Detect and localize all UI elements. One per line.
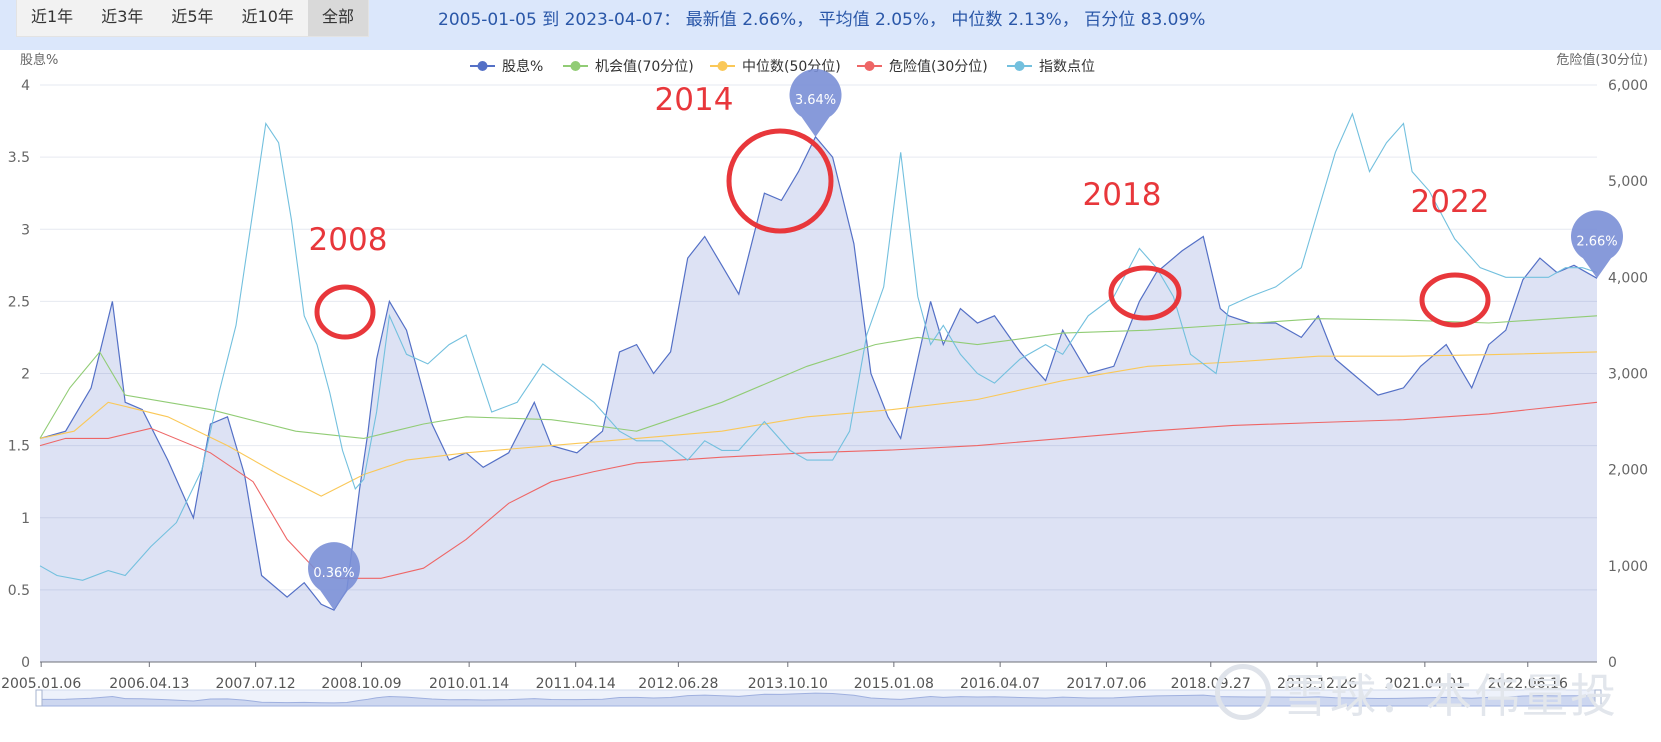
x-tick-label: 2019.12.26 <box>1277 676 1357 692</box>
y-tick-left: 2 <box>21 367 30 383</box>
y-tick-left: 3.5 <box>8 150 30 166</box>
x-tick-label: 2011.04.14 <box>536 676 616 692</box>
series-line <box>39 401 1598 579</box>
pin-label: 0.36% <box>313 566 354 581</box>
range-tabs: 近1年 近3年 近5年 近10年 全部 <box>16 0 369 37</box>
y-tick-right: 0 <box>1608 655 1617 671</box>
annotation-circle <box>726 128 834 234</box>
tab-1y[interactable]: 近1年 <box>31 7 74 26</box>
x-tick-label: 2013.10.10 <box>748 676 828 692</box>
x-tick-label: 2007.07.12 <box>216 676 296 692</box>
y-tick-left: 2.5 <box>8 294 30 310</box>
legend-label: 危险值(30分位) <box>889 59 988 75</box>
annotation-circle <box>314 284 376 340</box>
x-tick-label: 2022.06.16 <box>1488 676 1568 692</box>
annotation-year: 2008 <box>309 222 388 258</box>
y-tick-right: 4,000 <box>1608 270 1648 286</box>
value-pin: 0.36% <box>308 542 361 611</box>
annotation-year: 2022 <box>1411 184 1490 220</box>
y-tick-left: 0.5 <box>8 583 30 599</box>
tab-5y[interactable]: 近5年 <box>171 7 214 26</box>
legend-dot <box>864 61 875 71</box>
legend-dot <box>1014 61 1025 71</box>
y-tick-right: 5,000 <box>1608 174 1648 190</box>
top-toolbar: 近1年 近3年 近5年 近10年 全部 2005-01-05 到 2023-04… <box>0 0 1661 50</box>
annotation-year: 2014 <box>655 82 734 118</box>
y-tick-right: 1,000 <box>1608 559 1648 575</box>
series-area <box>40 136 1597 662</box>
pin-label: 2.66% <box>1576 234 1617 249</box>
x-tick-label: 2016.04.07 <box>960 676 1040 692</box>
annotations: 2008 2014 2018 2022 <box>309 82 1491 340</box>
value-pin: 2.66% <box>1571 210 1623 279</box>
x-tick-label: 2012.06.28 <box>638 676 718 692</box>
legend-dot <box>477 61 488 71</box>
zoom-handle-left <box>35 689 43 707</box>
x-tick-label: 2005.01.06 <box>1 676 81 692</box>
series-line <box>39 112 1598 581</box>
y-tick-right: 6,000 <box>1608 78 1648 94</box>
dividend-chart: 股息% 危险值(30分位) 0 0.5 1 1.5 2 2.5 3 3.5 4 0 1,000 2,0… <box>1 52 1648 707</box>
annotation-year: 2018 <box>1083 177 1162 213</box>
annotation-circle <box>1419 272 1491 328</box>
summary-stats: 2005-01-05 到 2023-04-07： 最新值 2.66%， 平均值 … <box>438 10 1206 30</box>
series-line <box>39 135 1598 611</box>
watermark-logo <box>1215 664 1271 720</box>
legend-label: 机会值(70分位) <box>595 59 694 75</box>
tab-10y[interactable]: 近10年 <box>241 7 294 26</box>
zoom-handle-right <box>1594 689 1602 707</box>
zoom-preview <box>39 692 1598 707</box>
series-line <box>39 351 1598 497</box>
y-tick-right: 3,000 <box>1608 367 1648 383</box>
legend-dot <box>717 61 728 71</box>
watermark: 雪球：本伟量投 <box>1282 669 1618 723</box>
annotation-circle <box>1108 265 1182 321</box>
y-tick-left: 3 <box>21 222 30 238</box>
pin-shape <box>789 69 842 137</box>
legend: 股息% 机会值(70分位) 中位数(50分位) 危险值(30分位) 指数点位 <box>470 58 1095 75</box>
markers: 0.36% 3.64% 2.66% <box>308 69 1623 611</box>
legend-label: 股息% <box>502 58 543 75</box>
x-tick-label: 2017.07.06 <box>1066 676 1146 692</box>
y-tick-left: 0 <box>21 655 30 671</box>
x-tick-label: 2015.01.08 <box>854 676 934 692</box>
y-tick-left: 1.5 <box>8 439 30 455</box>
x-tick-label: 2008.10.09 <box>321 676 401 692</box>
y-axis-label-left: 股息% <box>20 52 58 68</box>
x-tick-label: 2010.01.14 <box>429 676 509 692</box>
x-tick-label: 2021.04.01 <box>1385 676 1465 692</box>
series-line <box>39 315 1598 439</box>
legend-dot <box>570 61 581 71</box>
tab-all[interactable]: 全部 <box>307 0 368 36</box>
y-tick-left: 4 <box>21 78 30 94</box>
x-tick-label: 2006.04.13 <box>109 676 189 692</box>
zoom-slider[interactable] <box>35 689 1602 707</box>
pin-shape <box>1571 210 1623 279</box>
series-layer <box>39 112 1598 662</box>
value-pin: 3.64% <box>789 69 842 137</box>
y-tick-right: 2,000 <box>1608 463 1648 479</box>
y-tick-left: 1 <box>21 511 30 527</box>
tab-3y[interactable]: 近3年 <box>101 7 144 26</box>
y-axis-label-right: 危险值(30分位) <box>1556 52 1648 68</box>
pin-label: 3.64% <box>795 93 836 108</box>
legend-label: 指数点位 <box>1039 59 1095 75</box>
pin-shape <box>308 542 361 611</box>
